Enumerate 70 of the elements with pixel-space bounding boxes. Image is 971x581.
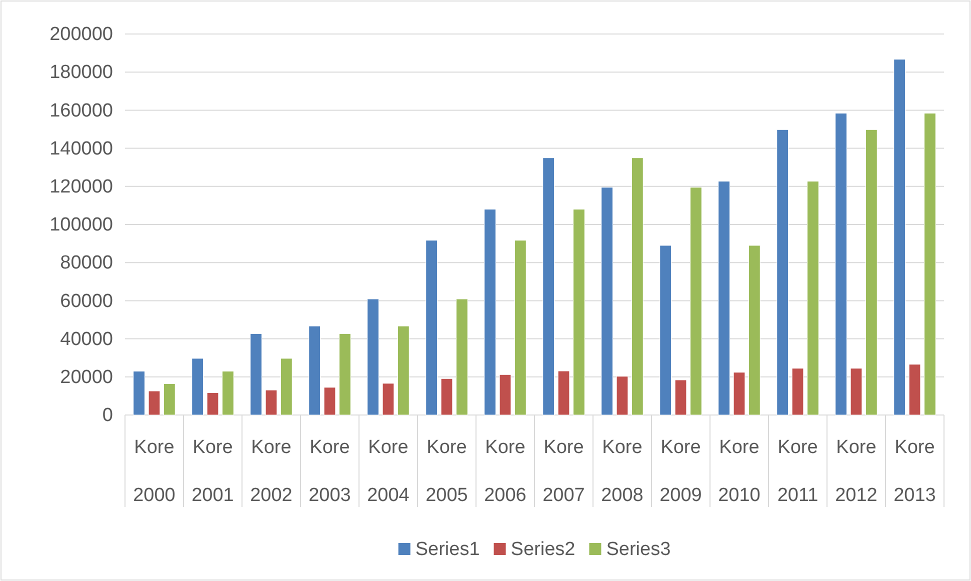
bar bbox=[572, 209, 585, 416]
bar bbox=[894, 59, 906, 416]
y-tick-label: 100000 bbox=[50, 214, 113, 236]
y-tick-label: 180000 bbox=[50, 62, 113, 84]
category-label: Kore 2006 bbox=[484, 437, 526, 506]
bar bbox=[324, 387, 336, 416]
y-tick-label: 160000 bbox=[50, 100, 113, 122]
category-label: Kore 2002 bbox=[250, 437, 292, 506]
y-tick-label: 60000 bbox=[60, 290, 113, 312]
bar bbox=[748, 245, 760, 416]
bar bbox=[558, 370, 570, 416]
bar bbox=[616, 376, 628, 416]
bar bbox=[367, 298, 380, 416]
bar bbox=[308, 326, 321, 416]
category-label: Kore 2008 bbox=[601, 437, 644, 506]
bar bbox=[499, 374, 512, 416]
category-label: Kore 2007 bbox=[542, 437, 585, 506]
bar bbox=[280, 358, 292, 416]
bar bbox=[631, 158, 644, 416]
category-label: Kore 2003 bbox=[308, 437, 351, 506]
bar bbox=[456, 298, 468, 416]
category-label: Kore 2005 bbox=[426, 437, 468, 506]
bar bbox=[192, 358, 204, 416]
bar bbox=[133, 370, 146, 416]
bar bbox=[690, 187, 702, 416]
bar bbox=[265, 390, 278, 416]
bar bbox=[776, 129, 789, 416]
bar bbox=[484, 209, 496, 416]
category-label: Kore 2001 bbox=[192, 437, 234, 506]
y-tick-label: 80000 bbox=[60, 252, 113, 274]
legend-label: Series1 bbox=[415, 539, 480, 560]
category-label: Kore 2010 bbox=[718, 437, 760, 506]
bar bbox=[440, 378, 453, 416]
y-tick-label: 120000 bbox=[50, 176, 113, 198]
bar bbox=[206, 392, 219, 416]
category-label: Kore 2012 bbox=[835, 437, 878, 506]
y-tick-label: 200000 bbox=[50, 24, 113, 46]
bar bbox=[865, 129, 878, 416]
bar bbox=[835, 113, 848, 416]
bar bbox=[514, 240, 526, 416]
bar bbox=[382, 383, 394, 416]
bar bbox=[222, 370, 234, 416]
y-tick-label: 20000 bbox=[60, 366, 113, 388]
legend-label: Series3 bbox=[606, 539, 671, 560]
bar bbox=[792, 368, 804, 416]
bar bbox=[674, 380, 687, 416]
bar bbox=[850, 368, 862, 416]
y-tick-label: 40000 bbox=[60, 328, 113, 350]
bar bbox=[660, 245, 672, 416]
category-label: Kore 2013 bbox=[894, 437, 936, 506]
bar bbox=[338, 333, 351, 416]
category-label: Kore 2004 bbox=[367, 437, 410, 506]
bar bbox=[908, 364, 921, 416]
category-label: Kore 2000 bbox=[133, 437, 176, 506]
bar bbox=[924, 113, 936, 416]
y-tick-label: 0 bbox=[102, 405, 113, 426]
bar bbox=[148, 390, 160, 416]
bar bbox=[718, 181, 730, 416]
bar bbox=[426, 240, 438, 416]
bar bbox=[601, 187, 614, 416]
bar bbox=[733, 372, 746, 416]
y-tick-label: 140000 bbox=[50, 138, 113, 160]
bar bbox=[397, 326, 410, 416]
bar bbox=[806, 181, 819, 416]
category-label: Kore 2009 bbox=[660, 437, 702, 506]
bar bbox=[542, 158, 555, 416]
legend-label: Series2 bbox=[510, 539, 576, 560]
bar bbox=[163, 384, 176, 416]
category-label: Kore 2011 bbox=[777, 437, 818, 506]
bar bbox=[250, 333, 262, 416]
